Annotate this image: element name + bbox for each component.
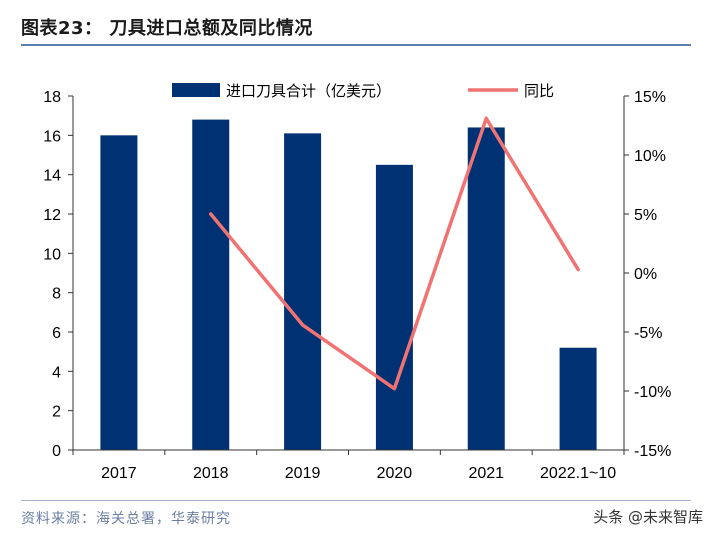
right-tick-label: -15% bbox=[634, 443, 671, 460]
left-tick-label: 2 bbox=[52, 404, 61, 421]
left-tick-label: 18 bbox=[43, 89, 61, 106]
legend-bar-label: 进口刀具合计（亿美元） bbox=[226, 83, 391, 100]
x-tick-label: 2022.1~10 bbox=[540, 465, 616, 482]
bar-2022.1~10 bbox=[559, 347, 597, 450]
left-tick-label: 8 bbox=[52, 286, 61, 303]
bar-2020 bbox=[375, 164, 413, 451]
right-tick-label: -5% bbox=[634, 325, 662, 342]
left-tick-label: 14 bbox=[43, 168, 61, 185]
right-tick-label: 5% bbox=[634, 207, 657, 224]
left-tick-label: 6 bbox=[52, 325, 61, 342]
source-divider bbox=[21, 500, 691, 501]
legend-line-label: 同比 bbox=[524, 83, 554, 100]
legend-bar-swatch bbox=[172, 83, 220, 97]
right-tick-label: 10% bbox=[634, 148, 666, 165]
left-tick-label: 0 bbox=[52, 443, 61, 460]
bar-2019 bbox=[284, 133, 322, 450]
bar-series bbox=[100, 119, 597, 451]
x-tick-label: 2021 bbox=[468, 465, 504, 482]
x-tick-label: 2017 bbox=[101, 465, 137, 482]
left-tick-label: 12 bbox=[43, 207, 61, 224]
yoy-point-2018 bbox=[209, 212, 213, 216]
figure-title: 图表23： 刀具进口总额及同比情况 bbox=[21, 18, 313, 39]
bar-2018 bbox=[192, 119, 230, 450]
x-tick-label: 2019 bbox=[285, 465, 321, 482]
right-tick-label: 0% bbox=[634, 266, 657, 283]
yoy-point-2020 bbox=[392, 387, 396, 391]
axes: 0 2 4 6 8 10 12 14 16 18 -15% -10% -5% 0% 5% 10% 15% 2017… bbox=[43, 89, 671, 482]
bar-2021 bbox=[467, 127, 505, 450]
x-tick-label: 2018 bbox=[193, 465, 229, 482]
legend: 进口刀具合计（亿美元） 同比 bbox=[172, 83, 554, 100]
left-tick-label: 4 bbox=[52, 364, 61, 381]
yoy-point-2019 bbox=[301, 323, 305, 327]
x-tick-label: 2020 bbox=[377, 465, 413, 482]
bar-2017 bbox=[100, 135, 138, 451]
left-tick-label: 10 bbox=[43, 246, 61, 263]
source-note: 资料来源：海关总署，华泰研究 bbox=[21, 511, 231, 527]
yoy-point-2022.1~10 bbox=[576, 267, 580, 271]
right-tick-label: -10% bbox=[634, 384, 671, 401]
yoy-point-2021 bbox=[484, 116, 488, 120]
left-tick-label: 16 bbox=[43, 128, 61, 145]
title-divider bbox=[21, 44, 691, 46]
right-tick-label: 15% bbox=[634, 89, 666, 106]
line-series bbox=[209, 116, 580, 391]
watermark: 头条 @未来智库 bbox=[593, 508, 703, 526]
